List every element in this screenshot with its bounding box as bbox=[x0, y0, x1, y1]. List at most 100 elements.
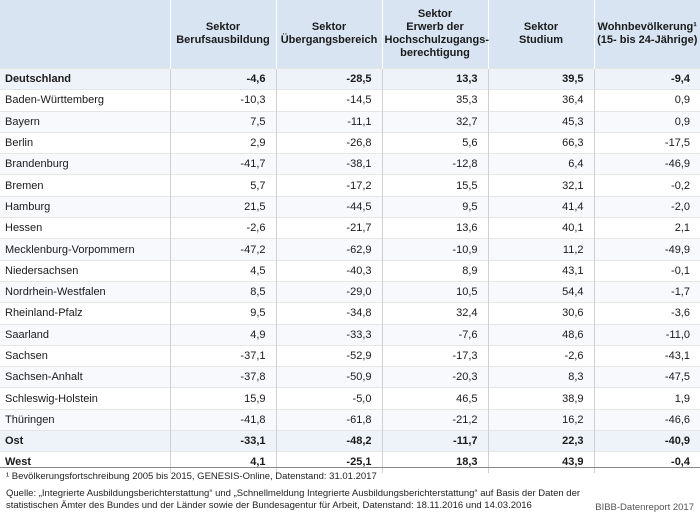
table-cell: -33,3 bbox=[276, 323, 383, 346]
row-label: Baden-Württemberg bbox=[0, 89, 171, 112]
table-cell: 32,1 bbox=[488, 174, 595, 197]
report-brand: BIBB-Datenreport 2017 bbox=[595, 502, 694, 513]
table-cell: -34,8 bbox=[276, 302, 383, 325]
table-cell: -5,0 bbox=[276, 387, 383, 410]
table-cell: 30,6 bbox=[488, 302, 595, 325]
row-label: Nordrhein-Westfalen bbox=[0, 280, 171, 303]
table-cell: -17,5 bbox=[594, 131, 700, 154]
table-cell: -61,8 bbox=[276, 408, 383, 431]
table-body: Deutschland -4,6 -28,5 13,3 39,5 -9,4 Baden-Wü… bbox=[0, 67, 700, 473]
row-label: Mecklenburg-Vorpommern bbox=[0, 238, 171, 261]
table-row: Bremen 5,7 -17,2 15,5 32,1 -0,2 bbox=[0, 174, 700, 197]
table-cell: -4,6 bbox=[170, 67, 277, 90]
table-cell: 32,7 bbox=[382, 110, 489, 133]
table-cell: 1,9 bbox=[594, 387, 700, 410]
column-header: Sektor Erwerb der Hochschulzugangs-berecht… bbox=[382, 0, 489, 69]
table-cell: -21,7 bbox=[276, 217, 383, 239]
table-row: Berlin 2,9 -26,8 5,6 66,3 -17,5 bbox=[0, 131, 700, 154]
table-cell: 18,3 bbox=[382, 451, 489, 473]
table-row: Hamburg 21,5 -44,5 9,5 41,4 -2,0 bbox=[0, 195, 700, 218]
table-row: Sachsen-Anhalt -37,8 -50,9 -20,3 8,3 -47,5 bbox=[0, 366, 700, 388]
row-label: Hessen bbox=[0, 217, 171, 239]
table-cell: 10,5 bbox=[382, 280, 489, 303]
row-label: Bayern bbox=[0, 110, 171, 133]
table-cell: -44,5 bbox=[276, 195, 383, 218]
table-cell: -46,9 bbox=[594, 153, 700, 175]
table-cell: 46,5 bbox=[382, 387, 489, 410]
table-row: Saarland 4,9 -33,3 -7,6 48,6 -11,0 bbox=[0, 323, 700, 346]
table-cell: 40,1 bbox=[488, 217, 595, 239]
table-cell: -20,3 bbox=[382, 366, 489, 388]
table-cell: -43,1 bbox=[594, 344, 700, 367]
table-cell: 2,1 bbox=[594, 217, 700, 239]
table-cell: -9,4 bbox=[594, 67, 700, 90]
table-cell: -2,6 bbox=[170, 217, 277, 239]
table-row: Brandenburg -41,7 -38,1 -12,8 6,4 -46,9 bbox=[0, 153, 700, 175]
table-cell: -1,7 bbox=[594, 280, 700, 303]
table-cell: 38,9 bbox=[488, 387, 595, 410]
row-label: Hamburg bbox=[0, 195, 171, 218]
table-cell: -38,1 bbox=[276, 153, 383, 175]
column-header: Wohnbevölkerung¹ (15- bis 24-Jährige) bbox=[594, 0, 700, 69]
table-cell: -0,4 bbox=[594, 451, 700, 473]
table-row: Hessen -2,6 -21,7 13,6 40,1 2,1 bbox=[0, 217, 700, 239]
table-cell: -2,6 bbox=[488, 344, 595, 367]
table-cell: 45,3 bbox=[488, 110, 595, 133]
table-row: Ost -33,1 -48,2 -11,7 22,3 -40,9 bbox=[0, 430, 700, 452]
table-cell: 6,4 bbox=[488, 153, 595, 175]
table-cell: -2,0 bbox=[594, 195, 700, 218]
table-cell: -25,1 bbox=[276, 451, 383, 473]
table-cell: 4,9 bbox=[170, 323, 277, 346]
table-cell: -0,1 bbox=[594, 259, 700, 282]
column-header: Sektor Studium bbox=[488, 0, 595, 69]
table-row: Baden-Württemberg -10,3 -14,5 35,3 36,4 0,9 bbox=[0, 89, 700, 112]
table-cell: -10,9 bbox=[382, 238, 489, 261]
table-row: Deutschland -4,6 -28,5 13,3 39,5 -9,4 bbox=[0, 67, 700, 90]
table-row: Sachsen -37,1 -52,9 -17,3 -2,6 -43,1 bbox=[0, 344, 700, 367]
table-cell: 22,3 bbox=[488, 430, 595, 452]
table-cell: 15,9 bbox=[170, 387, 277, 410]
table-cell: -12,8 bbox=[382, 153, 489, 175]
table-cell: 5,6 bbox=[382, 131, 489, 154]
table-cell: 43,9 bbox=[488, 451, 595, 473]
table-row: Bayern 7,5 -11,1 32,7 45,3 0,9 bbox=[0, 110, 700, 133]
table-cell: 13,3 bbox=[382, 67, 489, 90]
table-cell: -37,8 bbox=[170, 366, 277, 388]
table-cell: -11,0 bbox=[594, 323, 700, 346]
source-note: Quelle: „Integrierte Ausbildungsberichte… bbox=[6, 488, 581, 511]
table-cell: 8,3 bbox=[488, 366, 595, 388]
table-cell: -40,3 bbox=[276, 259, 383, 282]
table-cell: -41,8 bbox=[170, 408, 277, 431]
table-cell: 5,7 bbox=[170, 174, 277, 197]
table-cell: 4,5 bbox=[170, 259, 277, 282]
table-cell: -29,0 bbox=[276, 280, 383, 303]
column-header: Sektor Berufsausbildung bbox=[170, 0, 277, 69]
table-cell: -28,5 bbox=[276, 67, 383, 90]
table-cell: 0,9 bbox=[594, 89, 700, 112]
row-label: Rheinland-Pfalz bbox=[0, 302, 171, 325]
table-cell: 41,4 bbox=[488, 195, 595, 218]
table-cell: 8,9 bbox=[382, 259, 489, 282]
table-cell: -33,1 bbox=[170, 430, 277, 452]
table-cell: -52,9 bbox=[276, 344, 383, 367]
table-cell: -11,1 bbox=[276, 110, 383, 133]
header-row: Sektor Berufsausbildung Sektor Übergangsber… bbox=[0, 0, 700, 69]
row-label: Schleswig-Holstein bbox=[0, 387, 171, 410]
row-label: Sachsen bbox=[0, 344, 171, 367]
table-cell: -40,9 bbox=[594, 430, 700, 452]
table-cell: 66,3 bbox=[488, 131, 595, 154]
table-cell: 0,9 bbox=[594, 110, 700, 133]
table-cell: -17,3 bbox=[382, 344, 489, 367]
table-cell: -49,9 bbox=[594, 238, 700, 261]
table-cell: -37,1 bbox=[170, 344, 277, 367]
table-cell: 54,4 bbox=[488, 280, 595, 303]
row-label: Brandenburg bbox=[0, 153, 171, 175]
table-cell: 39,5 bbox=[488, 67, 595, 90]
table-row: Rheinland-Pfalz 9,5 -34,8 32,4 30,6 -3,6 bbox=[0, 302, 700, 325]
table-cell: -48,2 bbox=[276, 430, 383, 452]
table-cell: -14,5 bbox=[276, 89, 383, 112]
header-corner bbox=[0, 0, 171, 69]
table-cell: -11,7 bbox=[382, 430, 489, 452]
table-cell: -46,6 bbox=[594, 408, 700, 431]
table-cell: 11,2 bbox=[488, 238, 595, 261]
